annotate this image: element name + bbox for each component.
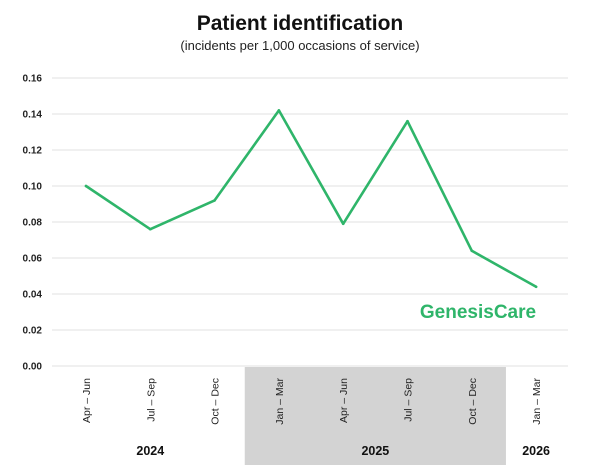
year-label-2026: 2026 [522, 444, 550, 458]
series [84, 109, 538, 289]
year-label-2025: 2025 [361, 444, 389, 458]
year-label-2024: 2024 [136, 444, 164, 458]
y-tick-label: 0.06 [23, 254, 43, 265]
x-tick-label: Apr – Jun [81, 378, 93, 423]
data-point [341, 222, 345, 226]
chart-title: Patient identification [196, 12, 404, 35]
data-point [84, 184, 88, 188]
year-labels: 2024 2025 2026 [136, 444, 550, 458]
data-point [149, 227, 152, 231]
y-tick-label: 0.10 [23, 182, 43, 193]
data-point [534, 285, 538, 289]
y-tick-label: 0.16 [23, 74, 43, 85]
y-tick-label: 0.04 [23, 290, 43, 301]
y-axis-ticks: 0.00 0.02 0.04 0.06 0.08 0.10 0.12 0.14 0.16 [23, 74, 43, 373]
data-point [213, 199, 216, 202]
chart-subtitle: (incidents per 1,000 occasions of servic… [180, 38, 420, 53]
year-shading [244, 367, 506, 465]
series-line [84, 109, 538, 289]
x-tick-label: Jan – Mar [274, 377, 286, 424]
x-tick-label: Apr – Jun [338, 378, 350, 423]
y-tick-label: 0.00 [23, 362, 43, 373]
data-point [277, 109, 281, 112]
y-tick-label: 0.12 [23, 146, 43, 157]
data-point [406, 119, 409, 123]
y-tick-label: 0.02 [23, 326, 43, 337]
data-point [470, 249, 474, 253]
x-axis-ticks: Apr – Jun Jul – Sep Oct – Dec Jan – Mar Apr … [81, 377, 543, 424]
y-tick-label: 0.08 [23, 218, 43, 229]
genesiscare-logo: GenesisCare [420, 302, 536, 323]
x-tick-label: Jul – Sep [145, 378, 157, 422]
year-band-2025 [244, 367, 506, 465]
x-tick-label: Jan – Mar [531, 377, 543, 424]
x-tick-label: Jul – Sep [403, 378, 415, 422]
x-tick-label: Oct – Dec [467, 378, 479, 425]
x-tick-label: Oct – Dec [210, 378, 222, 425]
y-tick-label: 0.14 [23, 110, 43, 121]
